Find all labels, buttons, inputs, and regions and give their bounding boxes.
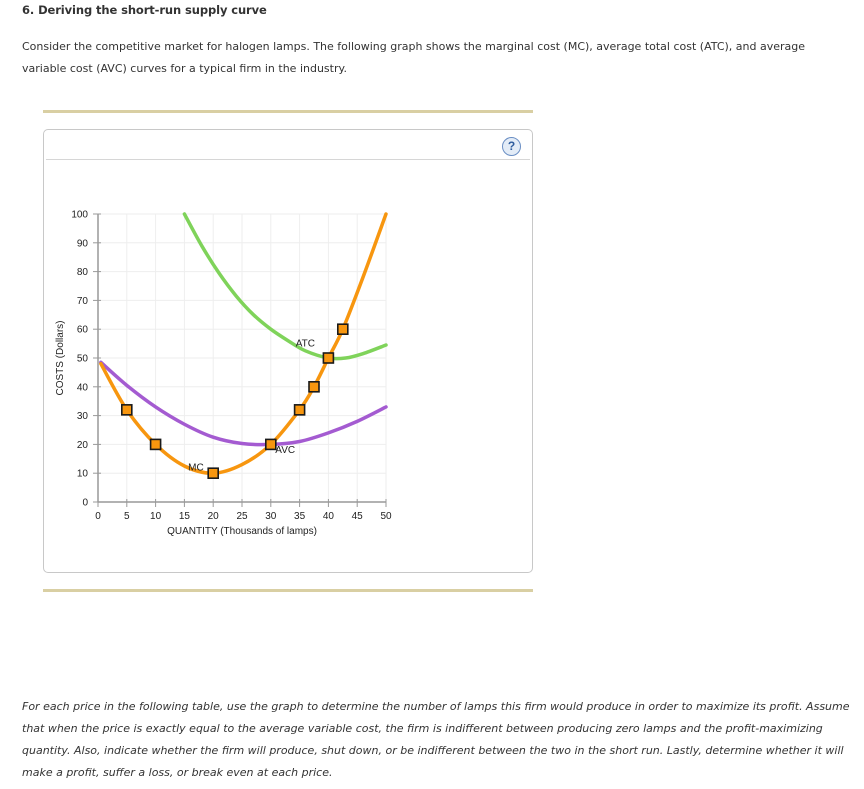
x-tick-label: 20 <box>208 511 220 522</box>
y-tick-label: 50 <box>77 354 89 365</box>
x-tick-label: 50 <box>380 511 392 522</box>
graph-panel: ? <box>43 129 533 573</box>
y-tick-label: 80 <box>77 267 89 278</box>
question-title: 6. Deriving the short-run supply curve <box>22 3 267 17</box>
top-divider-bar <box>43 110 533 113</box>
avc-curve <box>99 360 388 447</box>
mc-point-marker <box>149 438 162 451</box>
x-tick-label: 15 <box>179 511 191 522</box>
y-tick-label: 10 <box>77 469 89 480</box>
mc-point-marker <box>207 467 219 480</box>
y-tick-label: 60 <box>77 325 89 336</box>
question-mark-icon[interactable]: ? <box>502 137 521 156</box>
question-instructions: For each price in the following table, u… <box>22 700 850 779</box>
y-tick-label: 30 <box>77 411 89 422</box>
panel-header-divider <box>46 159 530 160</box>
bottom-divider-bar <box>43 589 533 592</box>
atc-label: ATC <box>296 338 315 349</box>
avc-label: AVC <box>275 445 295 456</box>
atc-curve <box>182 212 388 361</box>
y-tick-label: 0 <box>82 498 88 509</box>
mc-point-marker <box>336 323 349 336</box>
x-tick-label: 40 <box>323 511 335 522</box>
y-tick-label: 100 <box>71 210 88 221</box>
mc-point-marker <box>121 404 133 416</box>
y-tick-label: 20 <box>77 440 89 451</box>
x-tick-label: 35 <box>294 511 306 522</box>
mc-point-marker <box>264 438 277 451</box>
mc-label: MC <box>188 462 204 473</box>
y-tick-label: 90 <box>77 238 89 249</box>
x-axis-title: QUANTITY (Thousands of lamps) <box>167 526 317 537</box>
mc-point-marker <box>322 352 335 364</box>
x-tick-label: 5 <box>124 511 130 522</box>
x-tick-label: 45 <box>352 511 364 522</box>
x-tick-label: 0 <box>95 511 101 522</box>
x-tick-label: 30 <box>265 511 277 522</box>
y-tick-label: 70 <box>77 296 89 307</box>
y-tick-label: 40 <box>77 382 89 393</box>
mc-point-marker <box>293 404 306 416</box>
x-tick-label: 10 <box>150 511 162 522</box>
mc-curve <box>99 212 388 475</box>
y-axis-title: COSTS (Dollars) <box>55 320 66 395</box>
x-tick-label: 25 <box>236 511 248 522</box>
mc-point-marker <box>308 380 320 393</box>
question-intro: Consider the competitive market for halo… <box>22 40 806 75</box>
